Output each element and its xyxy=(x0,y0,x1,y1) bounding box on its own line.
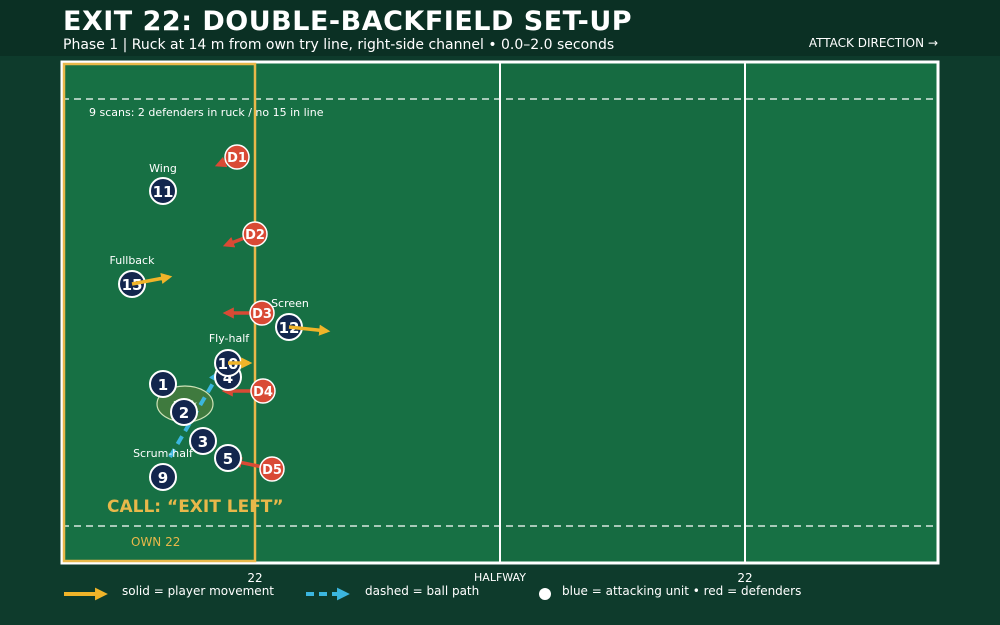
legend-unit-icon xyxy=(539,588,551,600)
player-15-fullback: Fullback 15 xyxy=(110,254,173,298)
player-3: 3 xyxy=(189,427,217,455)
defender-label: D2 xyxy=(245,228,265,243)
page-subtitle: Phase 1 | Ruck at 14 m from own try line… xyxy=(63,37,615,53)
defender-d3: D3 xyxy=(222,300,275,326)
player-12-screen: Screen 12 xyxy=(271,297,331,341)
player-role-label: Scrum-half xyxy=(133,447,194,460)
pitch-stripe xyxy=(500,64,745,561)
defender-label: D4 xyxy=(253,385,273,400)
player-10-fly-half: Fly-half 10 xyxy=(209,332,253,377)
legend-units: blue = attacking unit • red = defenders xyxy=(562,584,802,598)
player-11-wing: Wing 11 xyxy=(149,162,177,205)
page-title: EXIT 22: DOUBLE-BACKFIELD SET-UP xyxy=(63,6,633,37)
arrow-right-icon: → xyxy=(927,36,938,50)
player-marker xyxy=(214,444,242,472)
player-role-label: Fly-half xyxy=(209,332,250,345)
line-label-halfway: HALFWAY xyxy=(474,571,526,584)
player-1: 1 xyxy=(149,370,177,398)
player-marker xyxy=(149,177,177,205)
player-number: 11 xyxy=(153,183,174,201)
defender-label: D5 xyxy=(262,463,282,478)
scan-note: 9 scans: 2 defenders in ruck / no 15 in … xyxy=(89,106,324,119)
player-marker xyxy=(149,463,177,491)
defender-marker xyxy=(242,221,268,247)
attack-direction: ATTACK DIRECTION → xyxy=(809,36,938,50)
player-marker xyxy=(189,427,217,455)
player-role-label: Wing xyxy=(149,162,177,175)
call-label: CALL: “EXIT LEFT” xyxy=(107,497,284,517)
player-number: 4 xyxy=(223,369,233,387)
player-marker xyxy=(149,370,177,398)
line-label-own-22: 22 xyxy=(247,571,262,585)
player-9-scrum-half: Scrum-half 9 xyxy=(133,447,194,491)
defender-marker xyxy=(250,378,276,404)
movement-arrow xyxy=(131,272,173,286)
player-role-label: Screen xyxy=(271,297,309,310)
attack-direction-label: ATTACK DIRECTION xyxy=(808,36,925,50)
legend-ball: dashed = ball path xyxy=(365,584,480,598)
line-label-far-22: 22 xyxy=(737,571,752,585)
player-number: 5 xyxy=(223,450,233,468)
player-number: 2 xyxy=(179,404,189,422)
defender-d1: D1 xyxy=(214,144,250,170)
player-5: 5 xyxy=(214,444,242,472)
player-role-label: Fullback xyxy=(110,254,156,267)
defender-label: D1 xyxy=(227,151,247,166)
defender-d4: D4 xyxy=(221,378,276,404)
defender-d2: D2 xyxy=(222,221,268,248)
player-number: 15 xyxy=(122,276,143,294)
movement-arrow xyxy=(288,324,331,336)
defender-marker xyxy=(249,300,275,326)
legend-movement: solid = player movement xyxy=(122,584,274,598)
player-marker xyxy=(170,398,198,426)
player-number: 9 xyxy=(158,469,168,487)
defender-label: D3 xyxy=(252,307,272,322)
player-number: 1 xyxy=(158,376,168,394)
defender-marker xyxy=(224,144,250,170)
own-22-label: OWN 22 xyxy=(131,535,180,549)
defender-marker xyxy=(259,456,285,482)
header-band xyxy=(0,0,1000,56)
player-2: 2 xyxy=(170,398,198,426)
player-number: 3 xyxy=(198,433,208,451)
